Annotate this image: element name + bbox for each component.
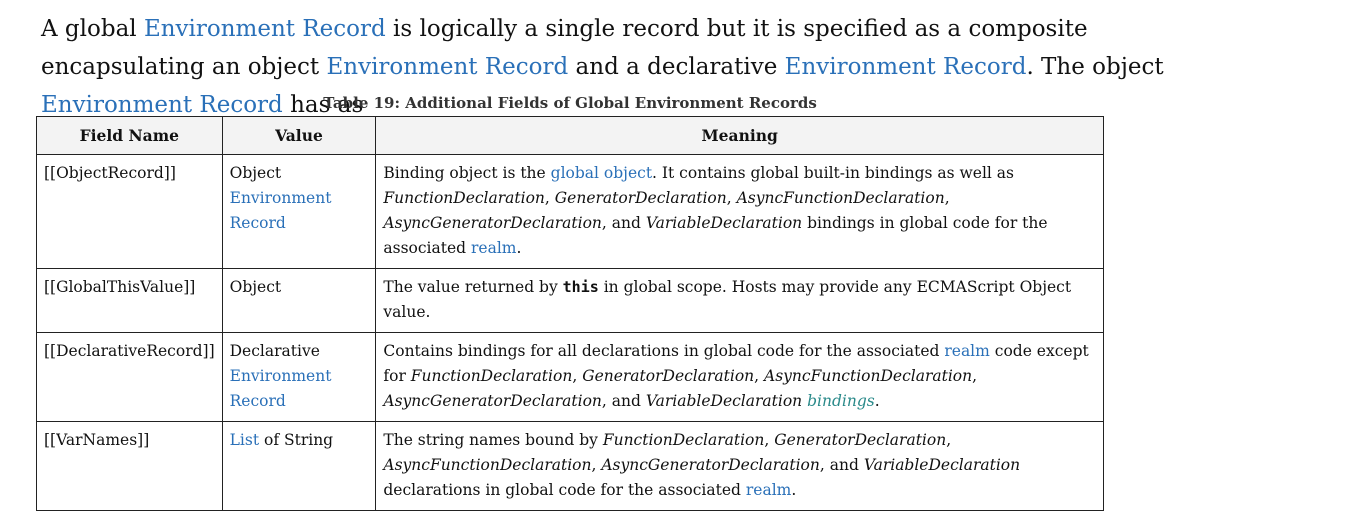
meaning-text: , and (819, 456, 864, 474)
meaning-text: , (754, 367, 765, 385)
grammar-term: AsyncFunctionDeclaration (764, 367, 973, 385)
value-link[interactable]: Environment Record (229, 367, 332, 410)
realm-link[interactable]: realm (471, 239, 517, 257)
grammar-term: FunctionDeclaration (410, 367, 573, 385)
value-cell: List of String (221, 421, 377, 511)
meaning-cell: The value returned by this in global sco… (375, 268, 1104, 333)
meaning-text: , and (601, 392, 646, 410)
field-name-cell: [[ObjectRecord]] (36, 154, 223, 269)
grammar-term: FunctionDeclaration (602, 431, 765, 449)
meaning-cell: Contains bindings for all declarations i… (375, 332, 1104, 422)
meaning-text: bindings in global code for the associat… (383, 214, 1048, 257)
grammar-term: AsyncGeneratorDeclaration (601, 456, 820, 474)
table-header-row: Field Name Value Meaning (36, 116, 1104, 155)
meaning-text: The string names bound by (383, 431, 603, 449)
grammar-term: FunctionDeclaration (383, 189, 545, 207)
grammar-term: GeneratorDeclaration (554, 189, 727, 207)
header-field-name: Field Name (36, 116, 223, 155)
value-cell: Declarative Environment Record (221, 332, 377, 422)
paragraph-text: A global (41, 16, 144, 42)
meaning-text: The value returned by (383, 278, 563, 296)
table-caption: Table 19: Additional Fields of Global En… (323, 94, 817, 112)
table-row: [[GlobalThisValue]] Object The value ret… (36, 268, 1104, 333)
meaning-text: . (516, 239, 522, 257)
grammar-term: GeneratorDeclaration (774, 431, 947, 449)
field-name-cell: [[DeclarativeRecord]] (36, 332, 223, 422)
table-row: [[ObjectRecord]] Object Environment Recor… (36, 154, 1104, 269)
table-row: [[DeclarativeRecord]] Declarative Environ… (36, 332, 1104, 422)
meaning-text: , (726, 189, 737, 207)
header-meaning: Meaning (375, 116, 1104, 155)
meaning-text: , (591, 456, 602, 474)
grammar-term: AsyncFunctionDeclaration (383, 456, 592, 474)
meaning-text: . It contains global built-in bindings a… (652, 164, 1015, 182)
value-cell: Object (221, 268, 377, 333)
meaning-text: , (946, 431, 952, 449)
table-row: [[VarNames]] List of String The string n… (36, 421, 1104, 511)
meaning-cell: Binding object is the global object. It … (375, 154, 1104, 269)
grammar-term: AsyncGeneratorDeclaration (383, 392, 602, 410)
global-object-link[interactable]: global object (550, 164, 653, 182)
realm-link[interactable]: realm (745, 481, 792, 499)
environment-record-link[interactable]: Environment Record (41, 92, 283, 118)
meaning-text: . (791, 481, 797, 499)
meaning-text: , and (601, 214, 646, 232)
grammar-term: VariableDeclaration (863, 456, 1021, 474)
meaning-cell: The string names bound by FunctionDeclar… (375, 421, 1104, 511)
value-text: Declarative (229, 342, 320, 360)
meaning-text: . (874, 392, 880, 410)
paragraph-text: has as (282, 92, 364, 118)
paragraph-text: is logically a single record but it is s… (41, 16, 1088, 80)
meaning-text: , (944, 189, 950, 207)
value-text: Object (229, 164, 282, 182)
grammar-term: AsyncGeneratorDeclaration (383, 214, 602, 232)
meaning-text: , (544, 189, 555, 207)
meaning-text: in global scope. Hosts may provide any E… (383, 278, 1072, 321)
meaning-text: Contains bindings for all declarations i… (383, 342, 945, 360)
list-link[interactable]: List (229, 431, 260, 449)
this-keyword: this (562, 278, 599, 296)
field-name-cell: [[GlobalThisValue]] (36, 268, 223, 333)
grammar-term: AsyncFunctionDeclaration (736, 189, 945, 207)
meaning-text: declarations in global code for the asso… (383, 481, 746, 499)
global-environment-fields-table: Field Name Value Meaning [[ObjectRecord]… (36, 116, 1104, 511)
paragraph-text: . The object (1026, 54, 1164, 80)
environment-record-link[interactable]: Environment Record (326, 54, 569, 80)
grammar-term: VariableDeclaration (645, 214, 803, 232)
intro-paragraph: A global Environment Record is logically… (41, 10, 1241, 124)
value-text: of String (259, 431, 334, 449)
grammar-term: VariableDeclaration (645, 392, 803, 410)
header-value: Value (221, 116, 377, 155)
meaning-text: , (572, 367, 583, 385)
value-cell: Object Environment Record (221, 154, 377, 269)
meaning-text: Binding object is the (383, 164, 551, 182)
value-link[interactable]: Environment Record (229, 189, 332, 232)
environment-record-link[interactable]: Environment Record (784, 54, 1027, 80)
paragraph-text: and a declarative (568, 54, 785, 80)
bindings-link[interactable]: bindings (807, 392, 875, 410)
meaning-text: , (972, 367, 978, 385)
meaning-text: code except for (383, 342, 1089, 385)
meaning-text: , (764, 431, 775, 449)
field-name-cell: [[VarNames]] (36, 421, 223, 511)
grammar-term: GeneratorDeclaration (582, 367, 755, 385)
realm-link[interactable]: realm (944, 342, 990, 360)
environment-record-link[interactable]: Environment Record (143, 16, 386, 42)
